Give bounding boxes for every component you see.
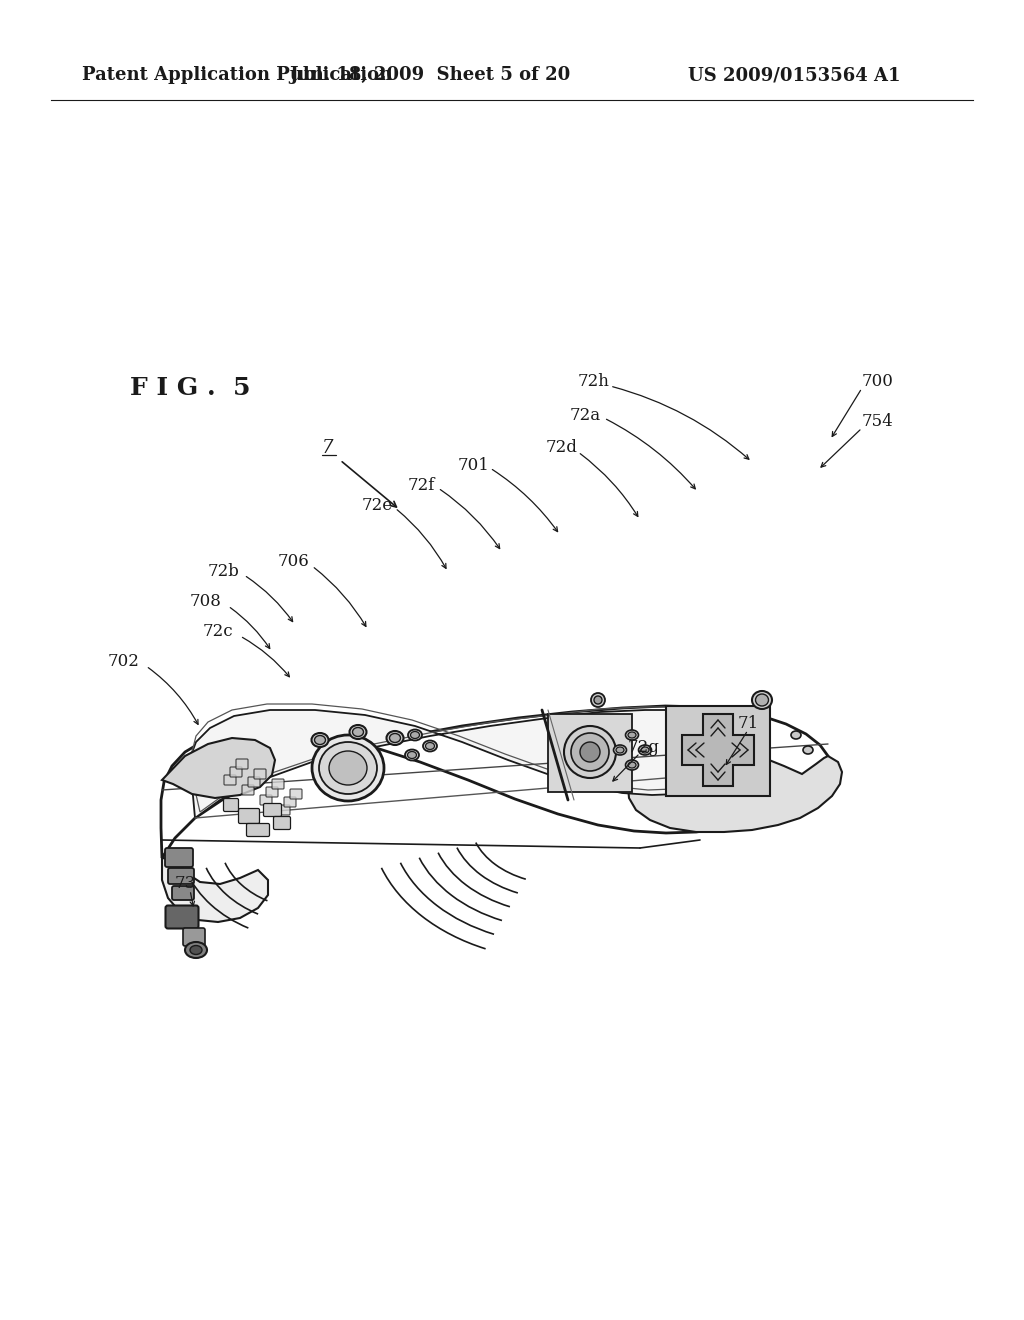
FancyBboxPatch shape — [272, 779, 284, 789]
Ellipse shape — [329, 751, 367, 785]
Polygon shape — [190, 710, 767, 818]
FancyBboxPatch shape — [165, 847, 193, 867]
Text: 72a: 72a — [570, 407, 601, 424]
Polygon shape — [161, 706, 828, 858]
Ellipse shape — [352, 727, 364, 737]
FancyBboxPatch shape — [263, 804, 282, 817]
FancyBboxPatch shape — [290, 789, 302, 799]
Ellipse shape — [408, 730, 422, 741]
Ellipse shape — [423, 741, 437, 751]
FancyBboxPatch shape — [230, 767, 242, 777]
Ellipse shape — [791, 731, 801, 739]
Ellipse shape — [312, 735, 384, 801]
Text: 72b: 72b — [208, 564, 240, 581]
Ellipse shape — [628, 762, 636, 768]
Ellipse shape — [626, 760, 639, 770]
Text: 72f: 72f — [408, 477, 435, 494]
Ellipse shape — [803, 746, 813, 754]
Ellipse shape — [319, 742, 377, 795]
Ellipse shape — [426, 742, 434, 750]
FancyBboxPatch shape — [278, 805, 290, 814]
Text: 706: 706 — [278, 553, 309, 570]
FancyBboxPatch shape — [172, 886, 194, 900]
Text: 754: 754 — [862, 413, 894, 430]
Ellipse shape — [411, 731, 420, 738]
FancyBboxPatch shape — [284, 797, 296, 807]
Text: 72e: 72e — [362, 496, 393, 513]
FancyBboxPatch shape — [224, 775, 236, 785]
Ellipse shape — [594, 696, 602, 704]
Text: Patent Application Publication: Patent Application Publication — [82, 66, 392, 84]
Ellipse shape — [752, 690, 772, 709]
Text: 72h: 72h — [578, 374, 610, 391]
Text: 72c: 72c — [203, 623, 233, 640]
Ellipse shape — [571, 733, 609, 771]
Ellipse shape — [628, 733, 636, 738]
Polygon shape — [682, 714, 754, 785]
Ellipse shape — [641, 747, 649, 752]
Text: US 2009/0153564 A1: US 2009/0153564 A1 — [687, 66, 900, 84]
Ellipse shape — [613, 744, 627, 755]
Polygon shape — [162, 858, 268, 921]
Text: 701: 701 — [458, 457, 489, 474]
Ellipse shape — [349, 725, 367, 739]
FancyBboxPatch shape — [166, 906, 199, 928]
Ellipse shape — [756, 694, 768, 706]
Ellipse shape — [564, 726, 616, 777]
FancyBboxPatch shape — [247, 824, 269, 837]
Polygon shape — [548, 714, 632, 792]
FancyBboxPatch shape — [168, 869, 194, 884]
FancyBboxPatch shape — [236, 759, 248, 770]
FancyBboxPatch shape — [254, 770, 266, 779]
Ellipse shape — [406, 750, 419, 760]
Text: F I G .  5: F I G . 5 — [130, 376, 251, 400]
Polygon shape — [666, 706, 770, 796]
Ellipse shape — [408, 751, 417, 759]
Ellipse shape — [185, 942, 207, 958]
Ellipse shape — [386, 731, 403, 744]
Text: 72g: 72g — [628, 739, 659, 756]
Ellipse shape — [591, 693, 605, 708]
Ellipse shape — [626, 730, 639, 741]
Text: 708: 708 — [190, 594, 222, 610]
Ellipse shape — [311, 733, 329, 747]
Polygon shape — [162, 738, 275, 799]
Ellipse shape — [616, 747, 624, 752]
Ellipse shape — [190, 945, 202, 954]
FancyBboxPatch shape — [248, 777, 260, 787]
FancyBboxPatch shape — [260, 795, 272, 805]
Polygon shape — [628, 748, 842, 832]
FancyBboxPatch shape — [183, 928, 205, 946]
Text: 7: 7 — [323, 440, 334, 457]
Text: 73: 73 — [175, 875, 197, 892]
Text: Jun. 18, 2009  Sheet 5 of 20: Jun. 18, 2009 Sheet 5 of 20 — [290, 66, 570, 84]
FancyBboxPatch shape — [242, 785, 254, 795]
Ellipse shape — [580, 742, 600, 762]
FancyBboxPatch shape — [239, 808, 259, 824]
Ellipse shape — [389, 734, 400, 742]
Ellipse shape — [639, 744, 651, 755]
FancyBboxPatch shape — [273, 817, 291, 829]
Text: 702: 702 — [108, 653, 140, 671]
Ellipse shape — [314, 735, 326, 744]
Text: 71: 71 — [738, 715, 759, 733]
Text: 700: 700 — [862, 374, 894, 391]
FancyBboxPatch shape — [266, 787, 278, 797]
FancyBboxPatch shape — [223, 799, 239, 812]
Text: 72d: 72d — [546, 440, 578, 457]
